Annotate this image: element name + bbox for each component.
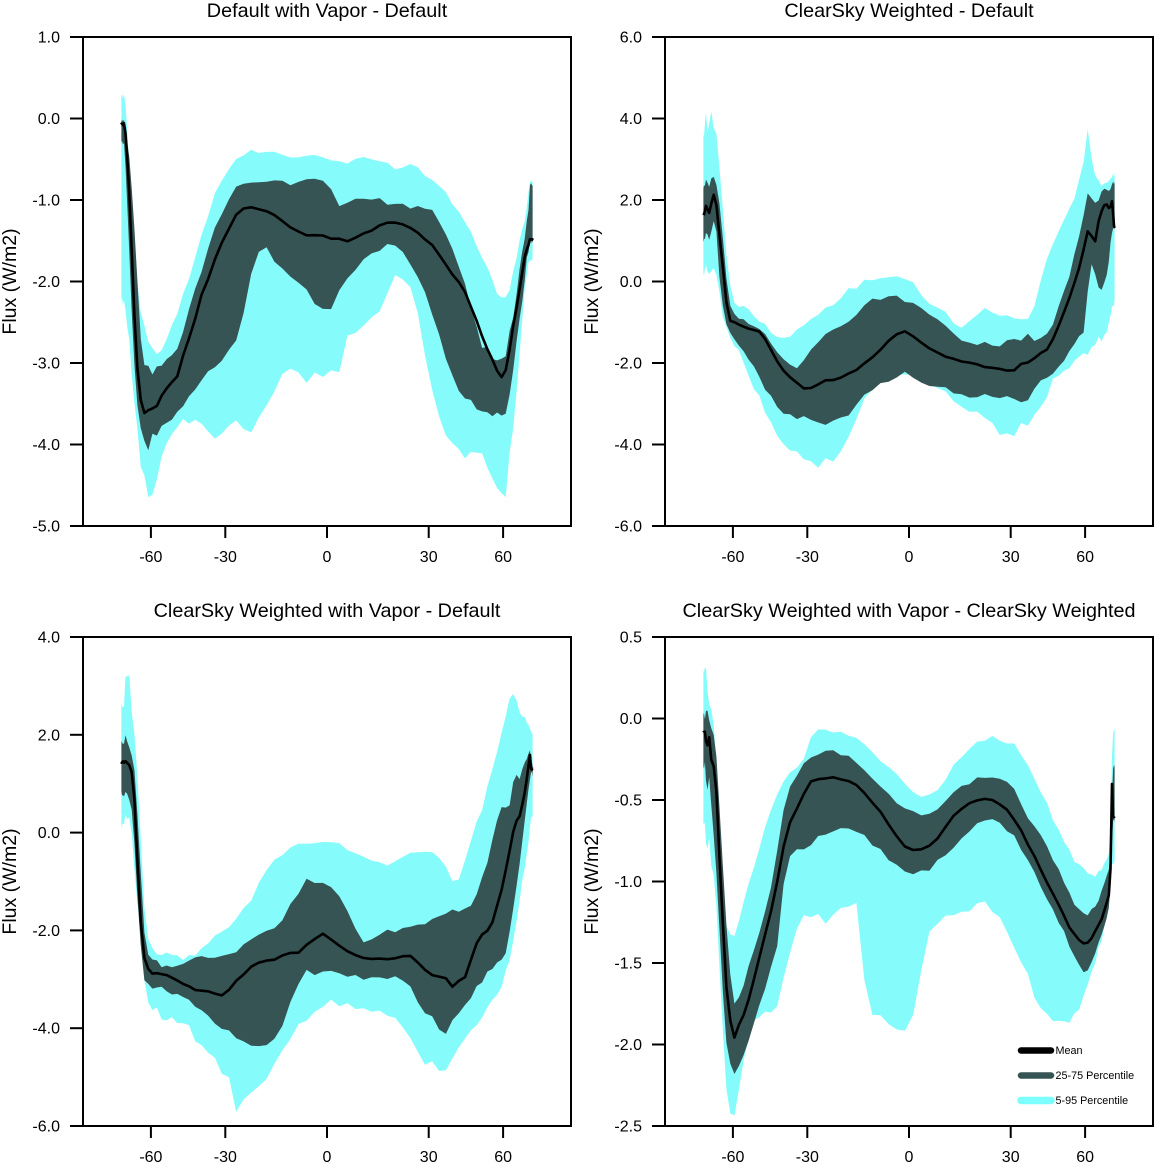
svg-text:2.0: 2.0 <box>620 193 642 210</box>
svg-text:-60: -60 <box>139 1149 162 1164</box>
svg-text:0: 0 <box>323 1149 332 1164</box>
svg-text:Mean: Mean <box>1056 1045 1083 1057</box>
svg-text:Default with Vapor - Default: Default with Vapor - Default <box>207 0 448 22</box>
svg-text:0.0: 0.0 <box>38 825 60 842</box>
svg-text:-60: -60 <box>721 549 744 566</box>
svg-text:-2.5: -2.5 <box>614 1119 642 1136</box>
svg-text:Flux (W/m2): Flux (W/m2) <box>0 228 21 334</box>
svg-text:Flux (W/m2): Flux (W/m2) <box>581 228 603 334</box>
svg-text:Flux (W/m2): Flux (W/m2) <box>581 828 603 934</box>
svg-text:60: 60 <box>494 549 512 566</box>
svg-text:0.0: 0.0 <box>620 274 642 291</box>
svg-text:-4.0: -4.0 <box>614 437 642 454</box>
svg-text:4.0: 4.0 <box>620 111 642 128</box>
svg-text:0.0: 0.0 <box>38 111 60 128</box>
svg-text:30: 30 <box>420 1149 438 1164</box>
svg-text:ClearSky Weighted - Default: ClearSky Weighted - Default <box>784 0 1034 22</box>
svg-text:-2.0: -2.0 <box>32 923 60 940</box>
svg-text:-0.5: -0.5 <box>614 793 642 810</box>
svg-text:0.5: 0.5 <box>620 630 642 647</box>
svg-text:30: 30 <box>1002 1149 1020 1164</box>
svg-text:30: 30 <box>420 549 438 566</box>
svg-text:-6.0: -6.0 <box>614 519 642 536</box>
svg-text:6.0: 6.0 <box>620 30 642 47</box>
svg-text:60: 60 <box>1076 1149 1094 1164</box>
svg-text:-3.0: -3.0 <box>32 356 60 373</box>
svg-text:-4.0: -4.0 <box>32 437 60 454</box>
svg-text:-1.0: -1.0 <box>614 874 642 891</box>
svg-text:60: 60 <box>1076 549 1094 566</box>
svg-text:ClearSky Weighted with Vapor -: ClearSky Weighted with Vapor - ClearSky … <box>683 600 1136 622</box>
svg-text:-5.0: -5.0 <box>32 519 60 536</box>
svg-text:-2.0: -2.0 <box>32 274 60 291</box>
svg-text:ClearSky Weighted with Vapor -: ClearSky Weighted with Vapor - Default <box>154 600 501 622</box>
svg-text:-30: -30 <box>214 1149 237 1164</box>
svg-text:1.0: 1.0 <box>38 30 60 47</box>
svg-text:Flux (W/m2): Flux (W/m2) <box>0 828 21 934</box>
svg-text:-30: -30 <box>214 549 237 566</box>
svg-text:5-95 Percentile: 5-95 Percentile <box>1056 1095 1129 1107</box>
svg-text:60: 60 <box>494 1149 512 1164</box>
svg-text:-6.0: -6.0 <box>32 1119 60 1136</box>
svg-text:0: 0 <box>905 1149 914 1164</box>
svg-text:4.0: 4.0 <box>38 630 60 647</box>
svg-text:25-75 Percentile: 25-75 Percentile <box>1056 1070 1135 1082</box>
svg-text:0: 0 <box>905 549 914 566</box>
svg-text:-1.0: -1.0 <box>32 193 60 210</box>
svg-text:-4.0: -4.0 <box>32 1021 60 1038</box>
svg-text:-60: -60 <box>139 549 162 566</box>
svg-text:-1.5: -1.5 <box>614 956 642 973</box>
svg-text:-30: -30 <box>796 549 819 566</box>
svg-text:0.0: 0.0 <box>620 711 642 728</box>
svg-text:30: 30 <box>1002 549 1020 566</box>
svg-text:2.0: 2.0 <box>38 727 60 744</box>
svg-text:-30: -30 <box>796 1149 819 1164</box>
svg-text:-2.0: -2.0 <box>614 356 642 373</box>
svg-text:-60: -60 <box>721 1149 744 1164</box>
svg-text:0: 0 <box>323 549 332 566</box>
svg-text:-2.0: -2.0 <box>614 1037 642 1054</box>
